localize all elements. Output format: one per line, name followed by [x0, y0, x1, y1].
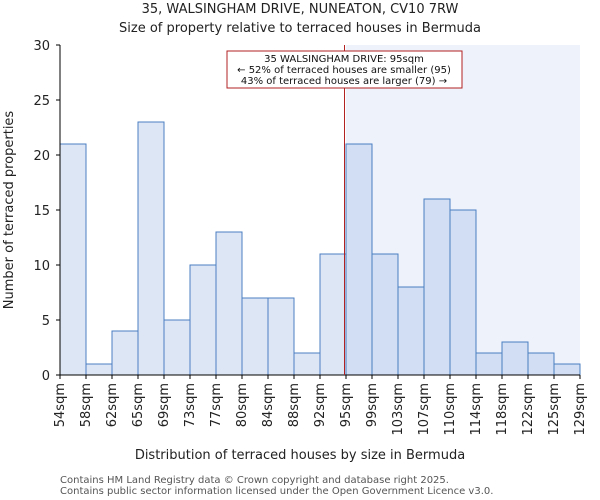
x-tick-label: 73sqm	[183, 383, 198, 427]
bar-69sqm	[163, 319, 191, 376]
x-tick-label: 122sqm	[521, 383, 536, 436]
x-tick-label: 88sqm	[287, 383, 302, 427]
y-tick-label: 10	[33, 259, 50, 274]
bar-73sqm	[189, 264, 217, 376]
bars	[59, 121, 581, 376]
x-axis-label: Distribution of terraced houses by size …	[135, 448, 465, 463]
x-tick-label: 69sqm	[157, 383, 172, 427]
annotation-line-3: 43% of terraced houses are larger (79) →	[241, 76, 447, 87]
y-tick-label: 20	[33, 149, 50, 164]
x-tick-label: 77sqm	[209, 383, 224, 427]
chart-title: 35, WALSINGHAM DRIVE, NUNEATON, CV10 7RW	[142, 2, 459, 17]
x-ticks: 54sqm 58sqm 62sqm 65sqm 69sqm 73sqm 77sqm 80sqm…	[53, 375, 588, 436]
x-tick-label: 110sqm	[443, 383, 458, 436]
x-tick-label: 129sqm	[573, 383, 588, 436]
bar-65sqm	[137, 121, 165, 376]
bar-125sqm	[553, 363, 581, 376]
x-tick-label: 95sqm	[339, 383, 354, 427]
bar-99sqm	[371, 253, 399, 376]
x-tick-label: 103sqm	[391, 383, 406, 436]
footer-line-1: Contains HM Land Registry data © Crown c…	[60, 475, 449, 486]
x-tick-label: 114sqm	[469, 383, 484, 436]
annotation-line-1: 35 WALSINGHAM DRIVE: 95sqm	[264, 54, 424, 65]
x-tick-label: 118sqm	[495, 383, 510, 436]
y-axis-label: Number of terraced properties	[2, 111, 17, 310]
x-tick-label: 99sqm	[365, 383, 380, 427]
bar-77sqm	[215, 231, 243, 376]
bar-103sqm	[397, 286, 425, 376]
bar-84sqm	[267, 297, 295, 376]
annotation-frame	[226, 50, 463, 89]
annotation-box: 35 WALSINGHAM DRIVE: 95sqm ← 52% of terr…	[226, 50, 463, 89]
bar-80sqm	[241, 297, 269, 376]
bar-88sqm	[293, 352, 321, 376]
bar-122sqm	[527, 352, 555, 376]
bar-110sqm	[449, 209, 477, 376]
x-tick-label: 107sqm	[417, 383, 432, 436]
bar-118sqm	[501, 341, 529, 376]
y-tick-label: 0	[42, 369, 50, 384]
x-tick-label: 84sqm	[261, 383, 276, 427]
bar-92sqm	[319, 253, 347, 376]
y-tick-label: 30	[33, 39, 50, 54]
bar-58sqm	[85, 363, 113, 376]
bar-107sqm	[423, 198, 451, 376]
footer-line-2: Contains public sector information licen…	[60, 486, 493, 497]
x-tick-label: 92sqm	[313, 383, 328, 427]
bar-95sqm	[345, 143, 373, 376]
bar-62sqm	[111, 330, 139, 376]
y-tick-label: 15	[33, 204, 50, 219]
chart-subtitle: Size of property relative to terraced ho…	[119, 21, 481, 36]
y-tick-label: 5	[42, 314, 50, 329]
x-tick-label: 65sqm	[131, 383, 146, 427]
bar-114sqm	[475, 352, 503, 376]
bar-54sqm	[59, 143, 87, 376]
y-ticks: 0 5 10 15 20 25 30	[33, 39, 60, 384]
x-tick-label: 54sqm	[53, 383, 68, 427]
x-tick-label: 80sqm	[235, 383, 250, 427]
annotation-line-2: ← 52% of terraced houses are smaller (95…	[237, 65, 451, 76]
y-tick-label: 25	[33, 94, 50, 109]
x-tick-label: 125sqm	[547, 383, 562, 436]
x-tick-label: 62sqm	[105, 383, 120, 427]
x-tick-label: 58sqm	[79, 383, 94, 427]
